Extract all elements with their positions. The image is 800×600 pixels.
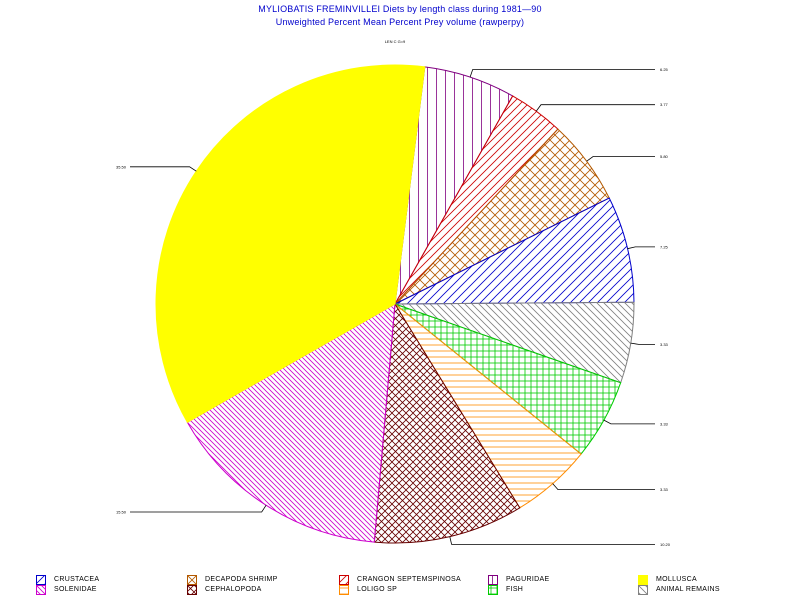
leader-line bbox=[130, 166, 197, 172]
legend-swatch bbox=[187, 574, 197, 585]
chart-subtitle: Unweighted Percent Mean Percent Prey vol… bbox=[276, 17, 524, 27]
leader-line bbox=[449, 536, 655, 545]
legend-item-loligo-sp: LOLIGO SP bbox=[339, 584, 397, 595]
slice-value-label: 3.33 bbox=[660, 421, 669, 426]
legend-label: ANIMAL REMAINS bbox=[656, 586, 720, 593]
legend-swatch bbox=[187, 584, 197, 595]
leader-line bbox=[469, 69, 655, 78]
slice-value-label: 10.20 bbox=[660, 542, 671, 547]
legend-item-solenidae: SOLENIDAE bbox=[36, 584, 97, 595]
chart-title: MYLIOBATIS FREMINVILLEI Diets by length … bbox=[258, 4, 541, 14]
legend-label: LOLIGO SP bbox=[357, 586, 398, 593]
leader-line bbox=[586, 156, 655, 162]
legend-item-decapoda-shrimp: DECAPODA SHRIMP bbox=[187, 574, 278, 585]
slice-value-label: 7.25 bbox=[660, 244, 669, 249]
legend-label: DECAPODA SHRIMP bbox=[205, 576, 278, 583]
slice-value-label: 35.50 bbox=[116, 164, 127, 169]
legend-swatch bbox=[638, 574, 648, 585]
slice-value-label: 15.50 bbox=[116, 510, 127, 515]
legend-swatch bbox=[339, 574, 349, 585]
legend-swatch bbox=[488, 584, 498, 595]
legend-item-fish: FISH bbox=[488, 584, 523, 595]
slice-value-label: 6.25 bbox=[660, 67, 669, 72]
slice-value-label: 3.77 bbox=[660, 102, 669, 107]
leader-line bbox=[627, 246, 655, 250]
legend-label: CRUSTACEA bbox=[54, 576, 100, 583]
legend-item-paguridae: PAGURIDAE bbox=[488, 574, 549, 585]
legend-item-animal-remains: ANIMAL REMAINS bbox=[638, 584, 720, 595]
pie-leader-lines: 6.25 3.77 5.80 7.25 3.33 3.33 3.33 10.20 15.50 35… bbox=[116, 67, 671, 547]
legend-label: MOLLUSCA bbox=[656, 576, 697, 583]
slice-value-label: 5.80 bbox=[660, 154, 669, 159]
legend-swatch bbox=[36, 584, 46, 595]
legend-label: SOLENIDAE bbox=[54, 586, 97, 593]
legend-swatch bbox=[638, 584, 648, 595]
legend-label: PAGURIDAE bbox=[506, 576, 550, 583]
leader-line bbox=[130, 504, 267, 513]
legend-label: CEPHALOPODA bbox=[205, 586, 262, 593]
legend-label: FISH bbox=[506, 586, 524, 593]
group-label: LEN C G=9 bbox=[385, 39, 406, 44]
leader-line bbox=[630, 342, 655, 345]
pie-slices bbox=[155, 64, 635, 544]
leader-line bbox=[603, 419, 655, 425]
legend-item-crangon-septemspinosa: CRANGON SEPTEMSPINOSA bbox=[339, 574, 461, 585]
leader-line bbox=[535, 104, 655, 112]
legend-swatch bbox=[339, 584, 349, 595]
slice-value-label: 3.33 bbox=[660, 487, 669, 492]
legend-item-cephalopoda: CEPHALOPODA bbox=[187, 584, 262, 595]
pie-slice-crustacea bbox=[394, 197, 635, 305]
legend-item-mollusca: MOLLUSCA bbox=[638, 574, 697, 585]
legend-swatch bbox=[36, 574, 46, 585]
legend-swatch bbox=[488, 574, 498, 585]
leader-line bbox=[552, 483, 655, 491]
legend-label: CRANGON SEPTEMSPINOSA bbox=[357, 576, 461, 583]
slice-value-label: 3.33 bbox=[660, 342, 669, 347]
legend-item-crustacea: CRUSTACEA bbox=[36, 574, 99, 585]
chart-legend: CRUSTACEA DECAPODA SHRIMP CRANGON SEPTEMSP… bbox=[0, 574, 800, 600]
